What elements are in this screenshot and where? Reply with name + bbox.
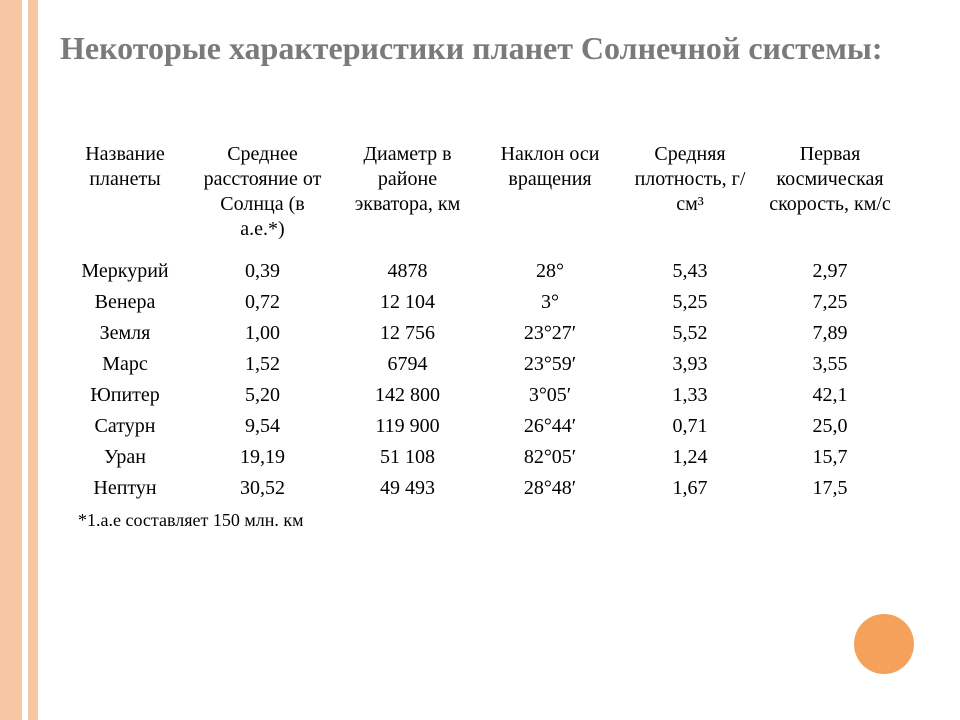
table-cell: 5,25 (620, 287, 760, 318)
table-cell: 25,0 (760, 411, 900, 442)
table-cell: Земля (60, 318, 190, 349)
table-cell: 28° (480, 256, 620, 287)
table-header-cell: Первая космическая скорость, км/с (760, 138, 900, 256)
table-cell: 1,52 (190, 349, 335, 380)
table-header-cell: Диаметр в районе экватора, км (335, 138, 480, 256)
table-cell: 5,43 (620, 256, 760, 287)
table-cell: 23°27′ (480, 318, 620, 349)
table-cell: 0,72 (190, 287, 335, 318)
table-row: Нептун30,5249 49328°48′1,6717,5 (60, 473, 900, 504)
table-row: Уран19,1951 10882°05′1,2415,7 (60, 442, 900, 473)
table-cell: 12 756 (335, 318, 480, 349)
table-cell: Нептун (60, 473, 190, 504)
table-cell: 7,89 (760, 318, 900, 349)
table-cell: 7,25 (760, 287, 900, 318)
table-cell: 23°59′ (480, 349, 620, 380)
table-cell: 15,7 (760, 442, 900, 473)
table-cell: 51 108 (335, 442, 480, 473)
table-cell: 9,54 (190, 411, 335, 442)
table-header-row: Название планетыСреднее расстояние от Со… (60, 138, 900, 256)
left-stripe-inner (28, 0, 38, 720)
left-stripe-outer (0, 0, 22, 720)
table-cell: Сатурн (60, 411, 190, 442)
table-cell: Уран (60, 442, 190, 473)
table-cell: 0,39 (190, 256, 335, 287)
table-header-cell: Название планеты (60, 138, 190, 256)
table-cell: 82°05′ (480, 442, 620, 473)
table-cell: 49 493 (335, 473, 480, 504)
table-cell: 1,67 (620, 473, 760, 504)
table-cell: Юпитер (60, 380, 190, 411)
table-row: Сатурн9,54119 90026°44′0,7125,0 (60, 411, 900, 442)
page-title: Некоторые характеристики планет Солнечно… (60, 28, 930, 68)
table-cell: 19,19 (190, 442, 335, 473)
table-cell: 5,52 (620, 318, 760, 349)
table-cell: 142 800 (335, 380, 480, 411)
table-cell: 3° (480, 287, 620, 318)
table-cell: Венера (60, 287, 190, 318)
table-header-cell: Средняя плотность, г/см³ (620, 138, 760, 256)
table-cell: 1,24 (620, 442, 760, 473)
table-cell: 119 900 (335, 411, 480, 442)
footnote: *1.а.е составляет 150 млн. км (60, 510, 930, 531)
table-cell: 3°05′ (480, 380, 620, 411)
table-cell: 30,52 (190, 473, 335, 504)
table-cell: 5,20 (190, 380, 335, 411)
table-cell: 4878 (335, 256, 480, 287)
table-cell: 3,93 (620, 349, 760, 380)
table-row: Земля1,0012 75623°27′5,527,89 (60, 318, 900, 349)
table-cell: 17,5 (760, 473, 900, 504)
table-cell: 0,71 (620, 411, 760, 442)
table-row: Юпитер5,20142 8003°05′1,3342,1 (60, 380, 900, 411)
content-area: Некоторые характеристики планет Солнечно… (60, 28, 930, 531)
table-cell: 42,1 (760, 380, 900, 411)
table-row: Венера0,7212 1043°5,257,25 (60, 287, 900, 318)
table-cell: Меркурий (60, 256, 190, 287)
table-cell: 3,55 (760, 349, 900, 380)
table-header-cell: Среднее расстояние от Солнца (в а.е.*) (190, 138, 335, 256)
table-cell: 12 104 (335, 287, 480, 318)
table-cell: 2,97 (760, 256, 900, 287)
table-cell: 26°44′ (480, 411, 620, 442)
table-row: Меркурий0,39487828°5,432,97 (60, 256, 900, 287)
table-header-cell: Наклон оси вращения (480, 138, 620, 256)
table-cell: Марс (60, 349, 190, 380)
table-row: Марс1,52679423°59′3,933,55 (60, 349, 900, 380)
table-cell: 1,33 (620, 380, 760, 411)
planet-table: Название планетыСреднее расстояние от Со… (60, 138, 900, 504)
table-cell: 1,00 (190, 318, 335, 349)
accent-circle-icon (854, 614, 914, 674)
table-cell: 6794 (335, 349, 480, 380)
table-cell: 28°48′ (480, 473, 620, 504)
